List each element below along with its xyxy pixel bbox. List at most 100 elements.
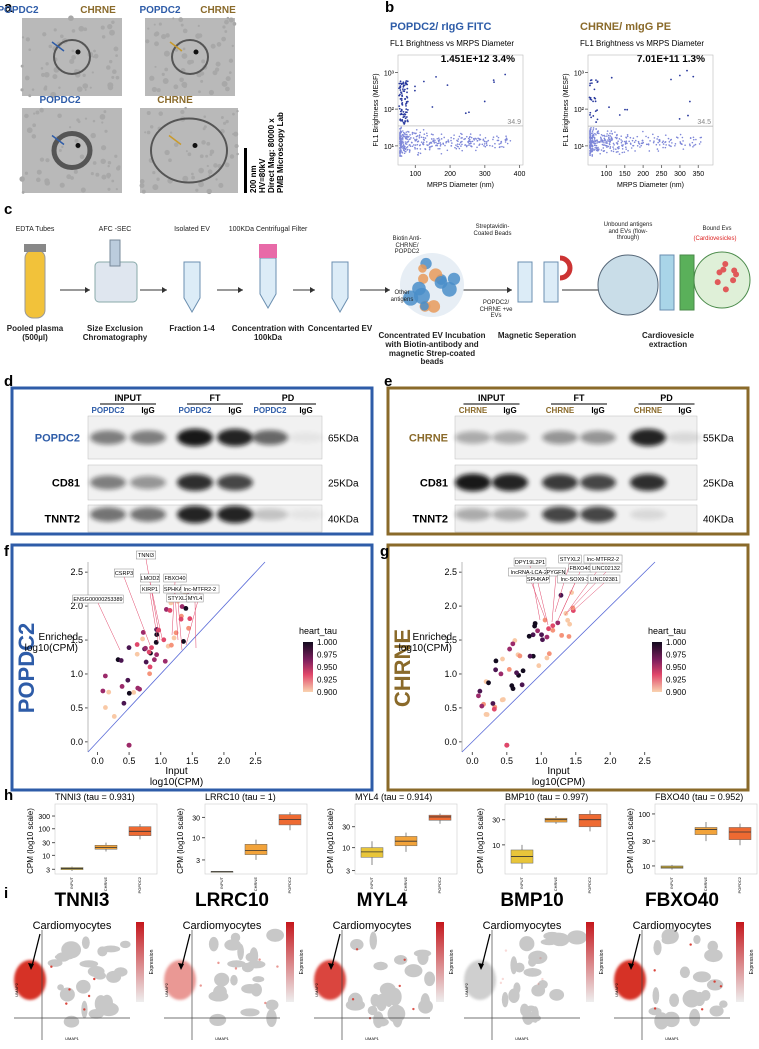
em-grain xyxy=(48,44,53,49)
event-point xyxy=(674,144,676,147)
gene-point xyxy=(100,688,106,694)
gene-label: lnc-MTFR2-2 xyxy=(587,557,619,563)
event-point xyxy=(603,139,606,142)
box xyxy=(428,814,452,821)
plot-stat: 7.01E+11 1.3% xyxy=(637,54,705,65)
event-point xyxy=(440,143,442,146)
em-grain xyxy=(146,110,151,116)
gold-particle xyxy=(193,49,199,55)
umap-cluster xyxy=(367,1005,378,1016)
y-axis-label: log10(CPM) xyxy=(399,643,452,654)
gene-point xyxy=(147,671,153,677)
event-point xyxy=(402,148,405,151)
umap-cluster xyxy=(345,999,365,1011)
gene-point xyxy=(559,632,565,638)
x-tick-label: INPUT xyxy=(369,876,374,889)
event-point xyxy=(400,126,403,129)
bead xyxy=(412,281,426,296)
event-point xyxy=(621,140,624,142)
panel-letter: i xyxy=(4,885,8,902)
expr-dot xyxy=(217,961,220,965)
em-grain xyxy=(45,62,49,66)
em-grain xyxy=(154,41,159,47)
event-point xyxy=(485,144,488,146)
microscope-info: Direct Mag: 80000 x xyxy=(267,118,276,193)
y-axis-label: FL1 Brightness (MESF) xyxy=(563,73,570,146)
event-point xyxy=(621,148,624,150)
event-point xyxy=(481,143,484,146)
em-grain xyxy=(44,71,50,78)
event-point xyxy=(599,141,601,143)
em-grain xyxy=(39,157,45,162)
em-grain xyxy=(68,15,74,22)
em-grain xyxy=(206,188,212,195)
em-grain xyxy=(111,179,115,183)
em-grain xyxy=(208,89,215,96)
event-point xyxy=(493,81,495,84)
event-point xyxy=(484,137,487,139)
event-point xyxy=(590,147,592,150)
gene-point xyxy=(149,645,154,651)
event-point xyxy=(692,75,695,78)
y-tick-label: 0.0 xyxy=(70,737,83,747)
umap-cluster xyxy=(373,1011,384,1029)
event-point xyxy=(471,140,474,143)
event-point xyxy=(605,142,607,144)
gene-title: LRRC10 xyxy=(195,890,269,911)
blot-band xyxy=(177,474,213,491)
em-grain xyxy=(198,181,204,188)
em-grain xyxy=(103,110,107,114)
event-point xyxy=(595,147,598,149)
cardiovesicle xyxy=(722,261,729,268)
y-axis-label: CPM (log10 scale) xyxy=(476,808,485,874)
bead xyxy=(418,273,429,284)
event-point xyxy=(609,147,611,150)
em-grain xyxy=(71,29,76,33)
event-point xyxy=(636,135,639,138)
event-point xyxy=(595,128,598,130)
em-grain xyxy=(158,111,163,116)
em-grain xyxy=(58,148,62,152)
y-tick-label: 10³ xyxy=(384,70,395,77)
gene-label: CSRP3 xyxy=(115,571,133,577)
em-grain xyxy=(225,76,231,82)
event-point xyxy=(678,118,681,120)
gene-point xyxy=(570,605,576,611)
vesicle xyxy=(150,117,228,184)
y-tick-label: 2.0 xyxy=(70,601,83,611)
gene-point xyxy=(532,623,538,629)
event-point xyxy=(470,140,472,143)
event-point xyxy=(464,112,467,115)
event-point xyxy=(413,144,415,146)
colorbar-label: Expression xyxy=(599,949,605,974)
cardiomyocyte-cluster xyxy=(14,960,46,1000)
em-grain xyxy=(158,22,162,26)
event-point xyxy=(411,145,414,148)
event-point xyxy=(440,133,443,135)
gene-label: LINC02381 xyxy=(590,577,618,583)
expr-dot xyxy=(68,988,71,991)
em-label: CHRNE xyxy=(80,5,116,16)
umap-cluster xyxy=(526,1005,537,1012)
size-label: 25KDa xyxy=(328,479,359,490)
event-point xyxy=(456,143,459,145)
event-point xyxy=(409,145,412,147)
gene-point xyxy=(544,634,550,640)
em-grain xyxy=(92,119,96,123)
event-point xyxy=(616,146,619,149)
event-point xyxy=(622,144,624,146)
gene-point xyxy=(507,646,513,652)
em-grain xyxy=(101,35,106,39)
event-point xyxy=(653,140,655,142)
em-grain xyxy=(90,171,94,176)
event-point xyxy=(423,133,426,135)
expr-dot xyxy=(412,1007,415,1011)
event-point xyxy=(403,146,405,149)
expression-colorbar xyxy=(436,922,444,1002)
umap-cluster xyxy=(237,943,244,961)
event-point xyxy=(446,84,449,87)
event-point xyxy=(424,148,426,150)
event-point xyxy=(419,148,422,150)
event-point xyxy=(461,143,463,146)
event-point xyxy=(415,138,418,141)
